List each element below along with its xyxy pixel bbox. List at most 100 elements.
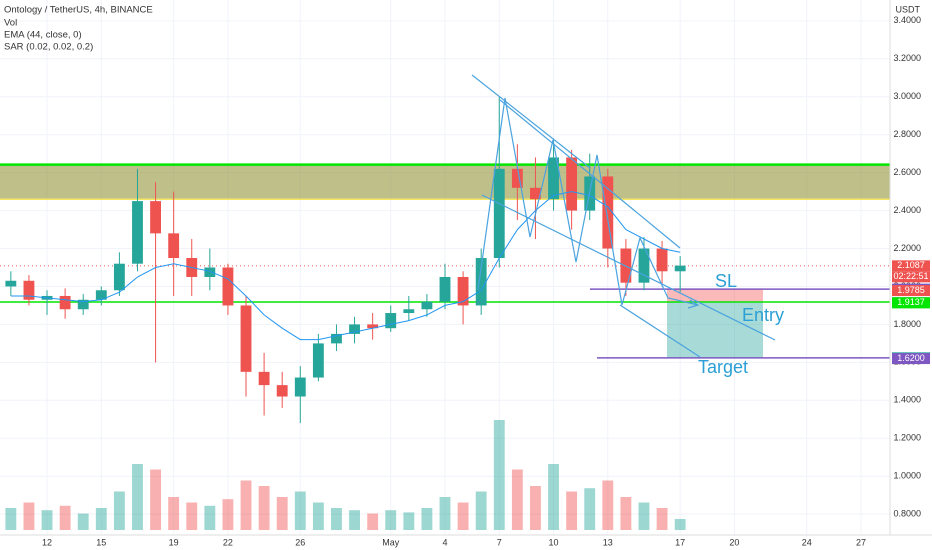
volume-bar: [168, 497, 180, 530]
candle-body: [457, 276, 469, 306]
y-tick-label: 3.4000: [893, 15, 921, 25]
candle-body: [5, 280, 17, 287]
price-tag-label: 1.6200: [897, 353, 925, 363]
volume-bar: [258, 486, 270, 530]
volume-bar: [602, 480, 614, 530]
candle-body: [530, 187, 541, 200]
volume-bar: [421, 508, 433, 530]
y-tick-label: 0.8000: [893, 509, 921, 519]
candle-body: [349, 324, 360, 334]
volume-bar: [475, 491, 487, 530]
volume-bar: [222, 499, 234, 530]
y-tick-label: 1.2000: [893, 433, 921, 443]
x-tick-label: 17: [675, 537, 685, 547]
volume-bar: [385, 510, 397, 530]
axis-layer: 0.80001.00001.20001.40001.60001.80002.00…: [42, 15, 930, 547]
y-tick-label: 1.8000: [893, 319, 921, 329]
candle-body: [312, 343, 324, 378]
x-tick-label: 7: [497, 537, 502, 547]
countdown: 02:22:51: [893, 271, 928, 281]
annotation: SL: [715, 271, 737, 291]
x-tick-label: 19: [169, 537, 179, 547]
volume-bar: [240, 480, 252, 530]
indicator-label: EMA (44, close, 0): [4, 30, 82, 41]
volume-bar: [186, 502, 198, 530]
candle-body: [421, 301, 433, 310]
candle-body: [439, 276, 451, 302]
candle-body: [511, 168, 523, 188]
annotation: Target: [698, 357, 748, 377]
candle-body: [168, 233, 180, 259]
volume-bar: [349, 510, 360, 530]
x-tick-label: 20: [729, 537, 739, 547]
candle-body: [548, 157, 559, 200]
price-tag: [892, 297, 930, 309]
zone: [0, 164, 890, 200]
zone-layer: [0, 163, 890, 359]
volume-bar: [41, 510, 53, 530]
arrow: [687, 299, 700, 309]
candle-body: [566, 157, 578, 211]
x-tick-label: 13: [603, 537, 613, 547]
volume-bar: [620, 497, 632, 530]
x-tick-label: 24: [802, 537, 812, 547]
y-tick-label: 2.8000: [893, 129, 921, 139]
stop-box: [667, 289, 763, 303]
volume-bar: [113, 491, 125, 530]
candle-body: [95, 290, 107, 300]
candle-body: [656, 248, 668, 272]
y-unit: USDT: [896, 4, 921, 14]
x-tick-label: 10: [549, 537, 559, 547]
ema-line: [10, 191, 681, 341]
volume-bar: [331, 508, 342, 530]
x-tick-label: 4: [442, 537, 447, 547]
candle-body: [493, 168, 505, 259]
price-tag: [892, 260, 930, 272]
volume-bar: [367, 513, 379, 530]
indicator-label: Vol: [4, 18, 17, 29]
x-tick-label: 15: [96, 537, 106, 547]
volume-bar: [132, 464, 143, 530]
candle-body: [132, 201, 143, 264]
volume-bar: [77, 513, 89, 530]
x-tick-label: 12: [42, 537, 52, 547]
price-tag-label: 1.9785: [897, 285, 925, 295]
price-tag-label: 1.9137: [897, 297, 925, 307]
volume-bar: [584, 488, 596, 530]
volume-bar: [204, 505, 216, 530]
candle-body: [258, 371, 270, 386]
trend-line: [481, 194, 776, 341]
y-tick-label: 2.6000: [893, 167, 921, 177]
y-tick-label: 1.4000: [893, 395, 921, 405]
target-box: [667, 302, 763, 358]
trend-line: [499, 99, 681, 249]
candle-body: [150, 201, 161, 234]
chart-title: Ontology / TetherUS, 4h, BINANCE: [4, 5, 153, 16]
candle-body: [113, 263, 125, 291]
volume-layer: [5, 420, 686, 530]
candle-body: [475, 258, 487, 306]
volume-bar: [294, 491, 306, 530]
candle-body: [23, 280, 35, 300]
y-tick-label: 2.4000: [893, 205, 921, 215]
x-tick-label: 22: [223, 537, 233, 547]
volume-bar: [403, 512, 415, 530]
volume-bar: [312, 502, 324, 530]
x-tick-label: 26: [295, 537, 305, 547]
annotation: Entry: [742, 305, 784, 325]
volume-bar: [5, 508, 17, 530]
volume-bar: [59, 505, 71, 530]
volume-bar: [150, 469, 161, 530]
candle-body: [385, 313, 397, 329]
x-tick-label: May: [382, 537, 400, 547]
candle-body: [638, 248, 650, 283]
x-tick-label: 27: [856, 537, 866, 547]
volume-bar: [95, 508, 107, 530]
candle-body: [222, 267, 234, 306]
volume-bar: [511, 469, 523, 530]
candle-body: [403, 309, 415, 314]
y-tick-label: 2.2000: [893, 243, 921, 253]
candle-body: [276, 385, 288, 397]
candle-body: [77, 299, 89, 310]
